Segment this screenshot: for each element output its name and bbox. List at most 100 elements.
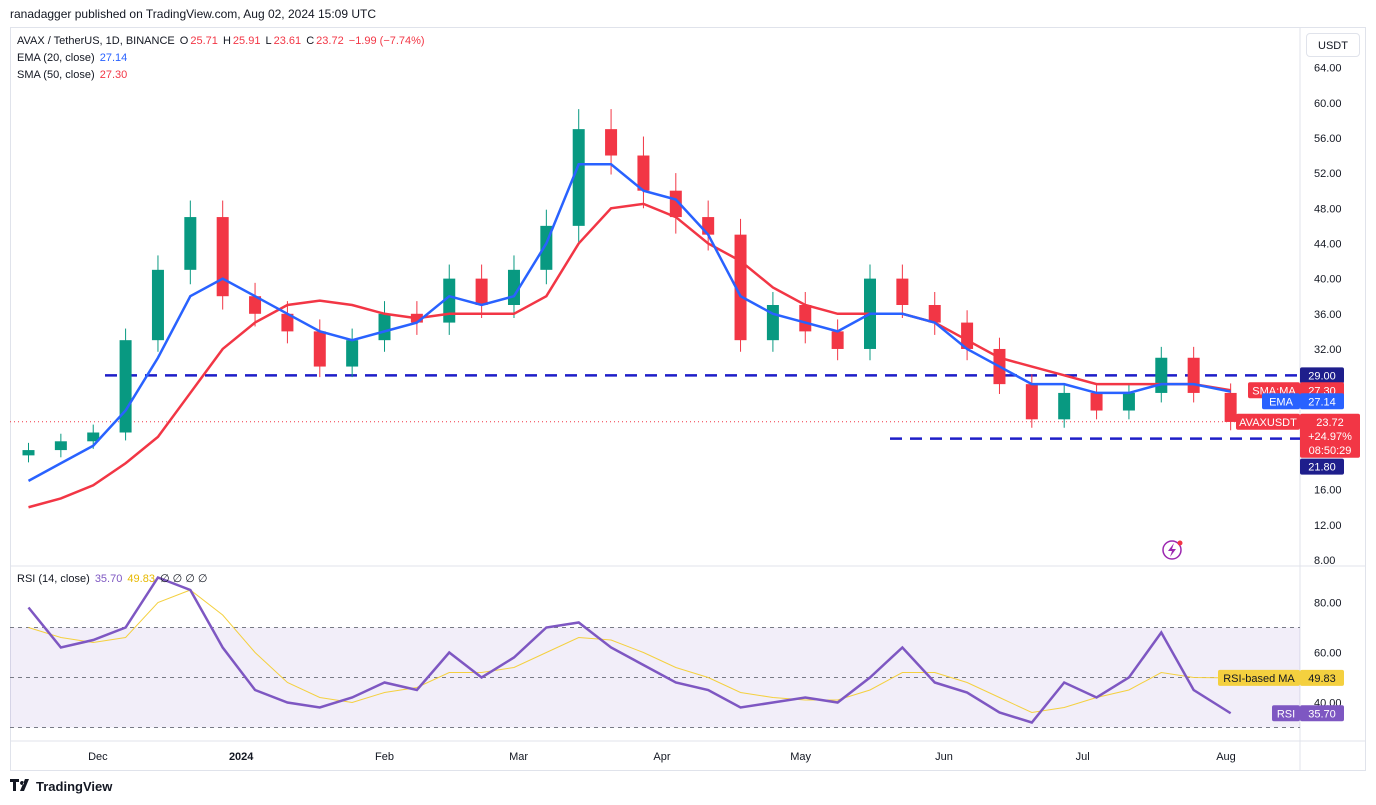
candle-body — [378, 313, 391, 341]
time-axis-tick: Feb — [375, 751, 394, 763]
candle-body — [313, 331, 326, 367]
symbol-title: AVAX / TetherUS, 1D, BINANCE — [17, 35, 175, 47]
rsi-ma-tag-label-bg — [1218, 669, 1300, 686]
currency-button[interactable]: USDT — [1306, 33, 1360, 57]
rsi-axis-tick: 60.00 — [1314, 648, 1342, 660]
candle-body — [928, 305, 941, 323]
support-badge: 21.80 — [1308, 462, 1336, 474]
time-axis-tick: Aug — [1216, 751, 1236, 763]
close-value: 23.72 — [316, 35, 344, 47]
low-value: 23.61 — [273, 35, 302, 47]
candle-body — [1058, 392, 1071, 420]
candle-body — [281, 313, 294, 332]
rsi-badge-bg — [1300, 705, 1344, 722]
price-axis-tick: 36.00 — [1314, 309, 1342, 321]
last-price-badge-bg — [1300, 413, 1360, 458]
price-axis-tick: 40.00 — [1314, 274, 1342, 286]
candle-body — [22, 450, 35, 456]
candle-body — [54, 441, 67, 451]
candle-body — [637, 155, 650, 191]
ema-legend: EMA (20, close) 27.14 — [17, 52, 128, 64]
price-axis-tick: 8.00 — [1314, 555, 1335, 567]
high-value: 25.91 — [232, 35, 261, 47]
ema-legend-value: 27.14 — [99, 52, 128, 64]
attribution-text: ranadagger published on TradingView.com,… — [10, 7, 377, 21]
rsi-legend-value: 35.70 — [94, 573, 123, 585]
sma-legend: SMA (50, close) 27.30 — [17, 69, 128, 81]
support-badge-bg — [1300, 458, 1344, 475]
price-axis-tick: 52.00 — [1314, 168, 1342, 180]
ema-badge-bg — [1300, 393, 1344, 410]
candle-body — [184, 217, 197, 270]
candle-body — [151, 269, 164, 341]
rsi-badge: 35.70 — [1308, 708, 1336, 720]
price-axis-tick: 48.00 — [1314, 203, 1342, 215]
last-price-badge: 23.72 — [1316, 417, 1344, 429]
candle-body — [475, 278, 488, 305]
candle-body — [216, 217, 229, 297]
lightning-icon — [1162, 540, 1182, 560]
candle-body — [799, 305, 812, 332]
candle-body — [572, 129, 585, 226]
rsi-axis-tick: 80.00 — [1314, 598, 1342, 610]
candle-body — [87, 432, 100, 442]
candle-body — [605, 129, 618, 156]
price-axis-tick: 56.00 — [1314, 133, 1342, 145]
candle-body — [1187, 357, 1200, 393]
time-axis-tick: Apr — [653, 751, 670, 763]
time-axis-tick: Jul — [1076, 751, 1090, 763]
alert-dot — [1177, 540, 1183, 546]
candle-body — [346, 340, 359, 367]
symbol-legend: AVAX / TetherUS, 1D, BINANCE O 25.71 H 25.… — [17, 35, 425, 47]
candle-body — [1155, 357, 1168, 393]
price-axis-tick: 44.00 — [1314, 238, 1342, 250]
tradingview-brand: TradingView — [36, 779, 113, 794]
rsi-line — [27, 575, 1232, 724]
rsi-tag-label-bg — [1272, 705, 1300, 722]
candle-body — [669, 190, 682, 218]
price-axis-tick: 64.00 — [1314, 63, 1342, 75]
candle-body — [1090, 392, 1103, 411]
time-axis-tick: Dec — [88, 751, 108, 763]
rsi-tag-label: RSI — [1277, 708, 1295, 720]
rsi-legend-zeros: ∅ ∅ ∅ ∅ — [160, 573, 208, 585]
ema-tag-label: EMA — [1269, 396, 1294, 408]
time-axis-tick: 2024 — [229, 751, 254, 763]
rsi-ma-badge-bg — [1300, 669, 1344, 686]
candle-body — [831, 331, 844, 349]
rsi-ma-line — [28, 589, 1231, 714]
rsi-legend: RSI (14, close) 35.70 49.83 ∅ ∅ ∅ ∅ — [17, 573, 208, 585]
candle-body — [119, 340, 132, 433]
price-axis-tick: 60.00 — [1314, 98, 1342, 110]
resistance-badge: 29.00 — [1308, 370, 1336, 382]
ema-line — [27, 163, 1231, 482]
ema-badge: 27.14 — [1308, 396, 1336, 408]
pct-change-badge: +24.97% — [1308, 431, 1352, 443]
rsi-ma-tag-label: RSI-based MA — [1223, 673, 1295, 685]
rsi-ma-legend-value: 49.83 — [127, 573, 155, 585]
price-axis-tick: 16.00 — [1314, 485, 1342, 497]
candle-body — [1224, 392, 1237, 422]
tradingview-icon — [10, 779, 32, 794]
symbol-tag-label: AVAXUSDT — [1239, 417, 1297, 429]
time-axis-tick: May — [790, 751, 811, 763]
candle-body — [1025, 384, 1038, 420]
tradingview-logo[interactable]: TradingView — [10, 779, 112, 794]
ema-tag-label-bg — [1262, 393, 1300, 410]
candle-body — [896, 278, 909, 305]
sma-line — [28, 202, 1231, 509]
countdown-badge: 08:50:29 — [1309, 445, 1352, 457]
lightning-bolt — [1168, 543, 1176, 557]
open-value: 25.71 — [190, 35, 218, 47]
candle-body — [734, 234, 747, 341]
change-value: −1.99 (−7.74%) — [348, 35, 425, 47]
candle-body — [702, 217, 715, 235]
chart-frame — [10, 27, 1366, 771]
symbol-tag-label-bg — [1236, 413, 1300, 430]
sma-legend-value: 27.30 — [99, 69, 128, 81]
time-axis-tick: Jun — [935, 751, 953, 763]
candle-body — [443, 278, 456, 323]
price-axis-tick: 12.00 — [1314, 520, 1342, 532]
candle-body — [249, 296, 262, 314]
